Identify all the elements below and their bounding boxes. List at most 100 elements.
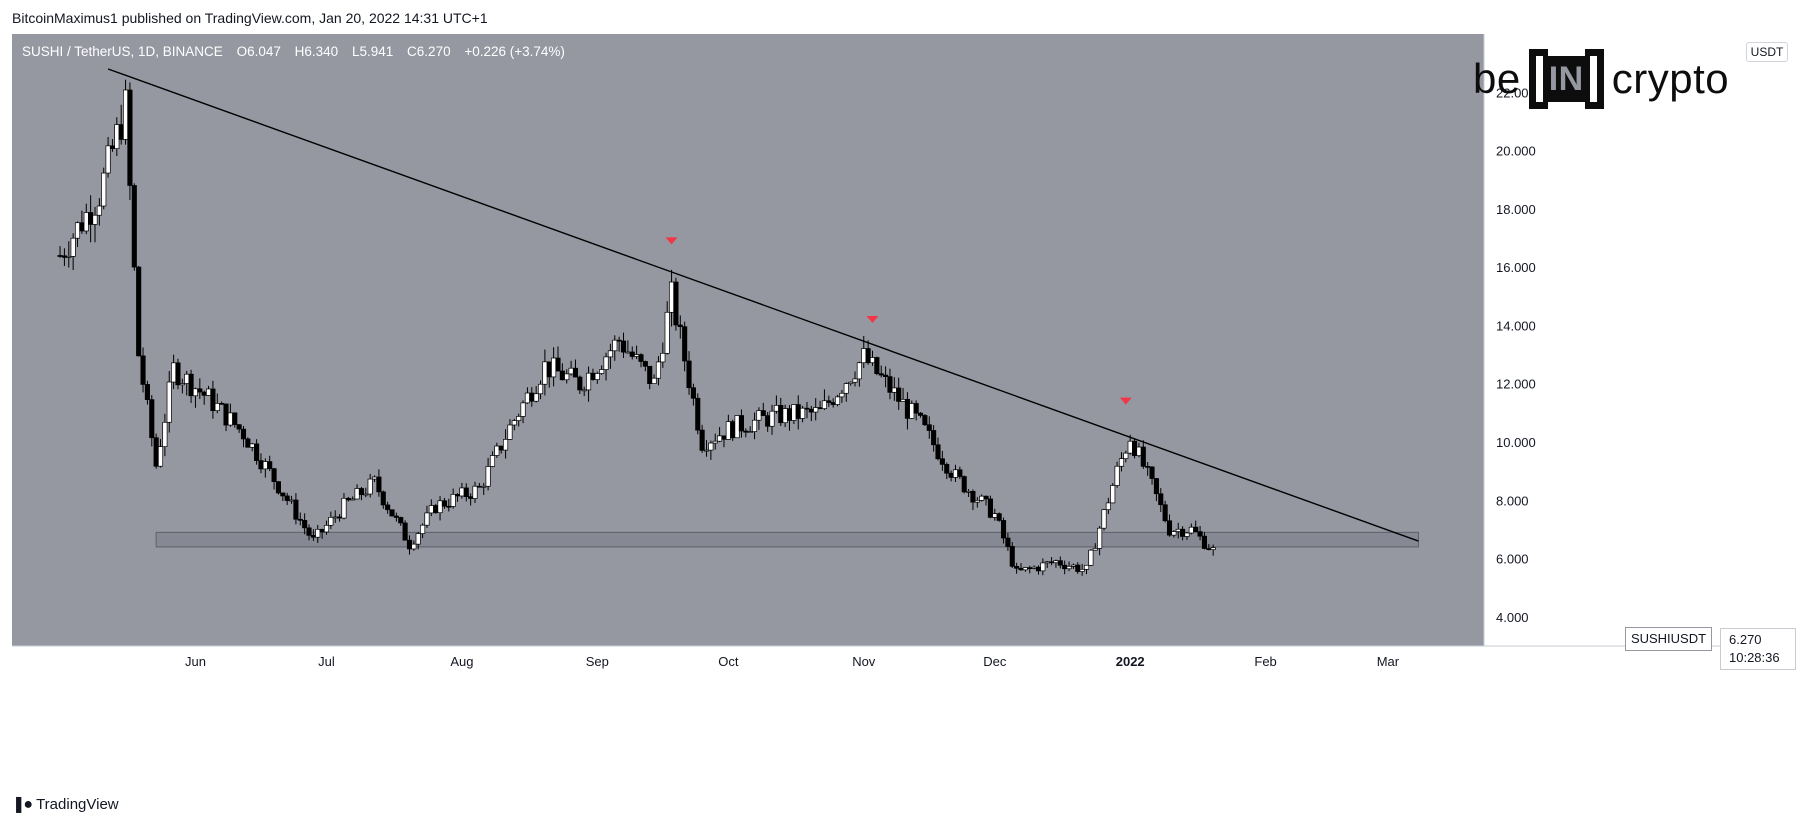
x-tick-label: Feb bbox=[1254, 654, 1276, 669]
time-axis[interactable] bbox=[12, 646, 1796, 780]
candle-down bbox=[402, 522, 408, 541]
candle-up bbox=[568, 367, 574, 375]
candle-down bbox=[376, 476, 382, 493]
candle-down bbox=[926, 424, 932, 431]
candle-up bbox=[813, 407, 819, 413]
candle-down bbox=[136, 266, 142, 357]
price-axis[interactable] bbox=[1484, 34, 1796, 646]
logo-in: IN bbox=[1542, 56, 1590, 102]
candle-up bbox=[594, 373, 600, 380]
candle-down bbox=[1149, 466, 1155, 479]
candle-down bbox=[620, 340, 627, 353]
candle-up bbox=[171, 362, 177, 383]
candle-up bbox=[249, 443, 255, 448]
candle-down bbox=[1162, 504, 1168, 522]
candle-up bbox=[607, 350, 613, 358]
candle-up bbox=[157, 446, 164, 467]
candle-up bbox=[354, 488, 360, 500]
candle-down bbox=[699, 429, 705, 451]
candle-down bbox=[760, 410, 766, 416]
candle-up bbox=[1031, 566, 1037, 569]
candle-down bbox=[935, 444, 941, 460]
candle-up bbox=[227, 412, 233, 426]
candle-down bbox=[297, 518, 303, 521]
plot-area[interactable] bbox=[12, 34, 1484, 646]
candle-up bbox=[323, 524, 330, 533]
candle-down bbox=[310, 534, 316, 538]
candle-down bbox=[201, 391, 207, 396]
legend-low-label: L bbox=[351, 44, 360, 59]
candle-up bbox=[459, 487, 465, 497]
bar-countdown: 10:28:36 bbox=[1729, 650, 1780, 665]
candle-down bbox=[153, 437, 159, 467]
price-chart[interactable]: 4.000 6.000 8.000 10.000 12.000 14.000 16.000 1… bbox=[12, 34, 1796, 780]
candle-up bbox=[1092, 548, 1098, 551]
candle-up bbox=[891, 387, 897, 393]
candle-down bbox=[896, 387, 902, 402]
candle-up bbox=[166, 381, 172, 423]
candle-up bbox=[70, 237, 76, 257]
candle-down bbox=[319, 528, 325, 533]
candle-down bbox=[210, 388, 216, 412]
candle-up bbox=[966, 490, 972, 493]
candle-down bbox=[468, 496, 474, 499]
x-tick-label: Aug bbox=[450, 654, 473, 669]
axis-unit-button[interactable]: USDT bbox=[1746, 42, 1788, 62]
candle-down bbox=[345, 497, 351, 501]
candle-down bbox=[957, 469, 963, 477]
candle-down bbox=[931, 430, 937, 446]
y-tick-label: 10.000 bbox=[1496, 435, 1536, 450]
candle-down bbox=[1049, 561, 1055, 564]
candle-up bbox=[1066, 566, 1072, 570]
candle-down bbox=[682, 326, 688, 362]
candle-down bbox=[306, 527, 312, 536]
candle-up bbox=[660, 352, 666, 363]
candle-up bbox=[288, 499, 295, 502]
candle-down bbox=[302, 519, 308, 529]
candle-up bbox=[516, 416, 522, 421]
candle-down bbox=[904, 399, 910, 419]
footer-brand[interactable]: ❚● TradingView bbox=[12, 794, 119, 814]
candle-up bbox=[481, 485, 487, 488]
y-tick-label: 6.000 bbox=[1496, 552, 1529, 567]
rejection-marker-icon bbox=[1119, 397, 1132, 405]
candle-down bbox=[865, 348, 871, 364]
candle-down bbox=[1014, 565, 1020, 569]
candle-down bbox=[1140, 446, 1146, 467]
legend-close: 6.270 bbox=[416, 44, 451, 59]
candle-down bbox=[917, 412, 924, 416]
candle-down bbox=[446, 505, 452, 508]
candle-up bbox=[586, 372, 592, 391]
candle-up bbox=[511, 420, 517, 426]
candle-up bbox=[371, 476, 378, 480]
candle-up bbox=[599, 369, 605, 374]
candle-up bbox=[909, 403, 915, 419]
candle-down bbox=[721, 435, 727, 440]
candle-up bbox=[1022, 567, 1028, 571]
candle-up bbox=[717, 435, 723, 442]
rejection-marker-icon bbox=[665, 237, 678, 245]
candle-down bbox=[874, 357, 880, 375]
candle-up bbox=[581, 389, 587, 392]
candle-up bbox=[184, 373, 190, 384]
candle-up bbox=[105, 145, 111, 174]
candle-down bbox=[686, 360, 692, 389]
candle-down bbox=[258, 460, 264, 470]
candle-down bbox=[254, 443, 260, 461]
candle-up bbox=[428, 505, 434, 514]
candle-up bbox=[472, 485, 478, 499]
candle-up bbox=[664, 311, 670, 354]
candle-up bbox=[747, 431, 753, 433]
candle-up bbox=[651, 377, 657, 384]
candle-down bbox=[88, 212, 94, 225]
candle-down bbox=[57, 255, 63, 257]
candle-up bbox=[415, 533, 421, 545]
candle-down bbox=[730, 421, 736, 439]
candle-up bbox=[179, 383, 185, 386]
support-zone bbox=[155, 531, 1419, 548]
candle-up bbox=[979, 495, 985, 501]
candle-down bbox=[883, 374, 889, 377]
y-tick-label: 18.000 bbox=[1496, 202, 1536, 217]
candle-down bbox=[642, 361, 648, 367]
candle-down bbox=[638, 354, 644, 362]
